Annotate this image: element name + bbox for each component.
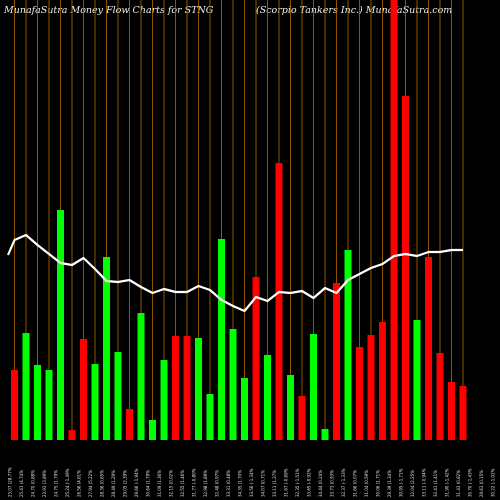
x-tick-label: 32.37 (-1.33%: [341, 468, 346, 497]
bar: [160, 360, 168, 440]
x-tick-label: 30.64 (1.79%: [146, 470, 151, 497]
x-tick-label: 32.98 (1.89%: [203, 470, 208, 497]
bar: [91, 364, 99, 440]
bar: [448, 382, 455, 440]
x-tick-label: 33.65 (-0.92%: [307, 468, 312, 497]
bar: [137, 313, 145, 440]
bar: [34, 365, 41, 440]
x-tick-label: 29.05 (2.39%: [123, 470, 128, 497]
x-tick-label: 32.15 (0.02%: [169, 470, 174, 497]
bar: [172, 336, 179, 440]
x-tick-label: 27.94 (5.22%: [88, 470, 93, 497]
bar: [356, 347, 363, 440]
x-tick-label: 30.70 (-1.43%: [468, 468, 473, 497]
x-tick-label: 29.66 (-1.94%: [134, 468, 139, 497]
bar: [103, 257, 110, 440]
x-tick-label: 29.63 (0.15%: [479, 470, 484, 497]
x-tick-label: 31.09 (1.36%: [157, 470, 162, 497]
x-tick-label: 31.43 (0.82%: [456, 470, 461, 497]
bar: [114, 352, 122, 440]
bar: [126, 409, 133, 440]
bar: [459, 386, 467, 440]
bar: [241, 378, 248, 440]
bar: [264, 355, 271, 440]
bar: [45, 370, 53, 440]
x-tick-label: 31.67 (-0.69%: [284, 468, 289, 497]
price-line: [6, 233, 463, 313]
x-tick-label: 33.56 (-1.34%: [249, 468, 254, 497]
bar: [333, 283, 340, 440]
bar: [206, 394, 214, 440]
x-tick-label: 31.66 (0.07%: [353, 470, 358, 497]
bar: [367, 335, 375, 440]
x-tick-label: 30.06 (1.71%: [376, 470, 381, 497]
bar: [57, 210, 64, 440]
bar: [425, 257, 432, 440]
x-tick-label: 28.36 (0.65%: [100, 470, 105, 497]
x-tick-label: 32.55 (1.46%: [180, 470, 185, 497]
bar: [390, 0, 398, 440]
x-tick-label: 30.22 (-1.02%: [491, 468, 496, 497]
bar: [149, 420, 156, 440]
x-tick-label: 31.77 (-0.80%: [192, 468, 197, 497]
x-tick-label: 31.90 (-1.42%: [445, 468, 450, 497]
bar: [183, 336, 191, 440]
bar: [379, 322, 386, 440]
x-tick-label: 32.04 (2.25%: [410, 470, 415, 497]
x-tick-label: 32.48 (0.97%: [215, 470, 220, 497]
x-tick-label: 32.35 (-1.51%: [295, 468, 300, 497]
chart-subtitle: (Scorpio Tankers Inc.) MunafaSutra.com: [256, 5, 453, 16]
bar: [229, 329, 237, 440]
x-tick-label: 31.04 (0.59%: [364, 470, 369, 497]
x-tick-label: 29.39 (1.34%: [387, 470, 392, 497]
bar: [413, 320, 421, 440]
bar: [80, 339, 87, 440]
bar: [402, 96, 409, 440]
x-tick-label: 33.73 (0.93%: [330, 470, 335, 497]
x-tick-label: 24.75 (1.79%: [54, 470, 59, 497]
x-tick-label: 33.31 (0.48%: [226, 470, 231, 497]
bar: [68, 430, 76, 440]
x-tick-label: 34.44 (0.24%: [318, 470, 323, 497]
bar: [218, 239, 225, 440]
chart-title: MunafaSutra Money Flow Charts for STNG: [4, 5, 214, 16]
x-tick-label: 23.07 (28.77%: [8, 467, 13, 497]
bar: [321, 429, 329, 440]
x-tick-label: 34.35 (1.70%: [238, 470, 243, 497]
bar: [195, 338, 202, 440]
bar: [22, 333, 30, 440]
x-tick-label: 33.11 (1.37%: [272, 470, 277, 497]
x-tick-label: 34.07 (0.71%: [261, 470, 266, 497]
bar: [275, 163, 283, 440]
x-tick-label: 30.95 (-1.71%: [399, 468, 404, 497]
x-tick-label: 24.70 (0.88%: [31, 470, 36, 497]
x-tick-label: 33.11 (-0.94%: [422, 468, 427, 497]
bar: [11, 370, 18, 440]
bar: [287, 375, 294, 440]
bar: [436, 353, 444, 440]
x-tick-label: 28.49 (1.29%: [111, 470, 116, 497]
x-tick-label: 32.41 (1.41%: [433, 470, 438, 497]
bar: [298, 396, 306, 440]
x-tick-label: 26.56 (4.61%: [77, 470, 82, 497]
bar: [252, 277, 260, 440]
bar: [344, 250, 352, 440]
x-tick-label: 25.24 (-1.49%: [65, 468, 70, 497]
bar: [310, 334, 317, 440]
x-tick-label: 25.41 (4.74%: [19, 470, 24, 497]
x-tick-label: 23.93 (3.89%: [42, 470, 47, 497]
